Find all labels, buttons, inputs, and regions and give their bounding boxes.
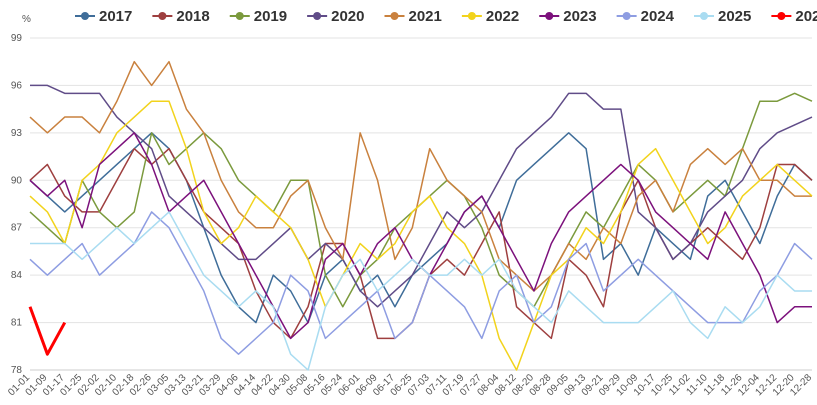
y-tick-label: 78	[11, 365, 23, 376]
series-line	[29, 100, 813, 371]
legend-label: 2020	[331, 8, 364, 25]
legend-marker	[313, 12, 322, 20]
y-tick-label: 87	[11, 223, 23, 234]
series-line	[30, 84, 813, 308]
legend-label: 2017	[99, 8, 132, 25]
series-line	[28, 306, 67, 356]
legend-marker	[467, 12, 476, 20]
legend-label: 2022	[486, 8, 519, 25]
y-tick-label: 90	[11, 175, 23, 186]
legend-marker	[777, 12, 786, 20]
legend-marker	[545, 12, 554, 20]
legend-label: 2018	[176, 8, 209, 25]
y-tick-label: 93	[11, 128, 23, 139]
legend-marker	[390, 12, 399, 20]
y-unit-label: %	[22, 14, 31, 25]
legend-label: 2026	[795, 8, 817, 25]
legend-label: 2019	[254, 8, 287, 25]
legend-label: 2024	[641, 8, 675, 25]
legend-marker	[81, 12, 89, 20]
series-line	[30, 211, 812, 371]
legend-marker	[622, 12, 631, 20]
legend-label: 2021	[409, 8, 442, 25]
y-tick-label: 96	[11, 80, 23, 91]
series-line	[29, 60, 812, 292]
legend-label: 2023	[563, 8, 596, 25]
legend-label: 2025	[718, 8, 751, 25]
legend-marker	[700, 12, 708, 20]
series-line	[29, 211, 813, 355]
y-tick-label: 99	[11, 33, 23, 44]
legend-marker	[235, 12, 244, 20]
legend-marker	[158, 12, 167, 20]
y-tick-label: 84	[11, 270, 23, 281]
y-tick-label: 81	[11, 318, 23, 329]
